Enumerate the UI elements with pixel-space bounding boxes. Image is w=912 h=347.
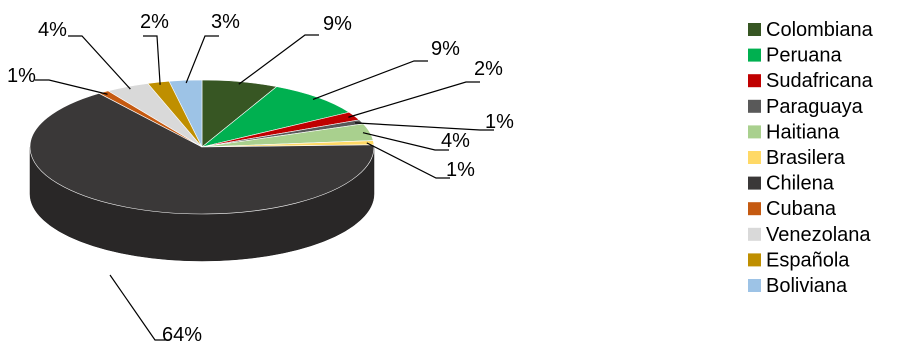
data-label-espanola: 2%: [140, 11, 169, 33]
data-label-colombiana: 9%: [323, 13, 352, 35]
legend-swatch-brasilera: [748, 151, 761, 164]
data-label-brasilera: 1%: [446, 159, 475, 181]
data-label-haitiana: 4%: [441, 130, 470, 152]
legend-label-peruana: Peruana: [766, 45, 842, 67]
pie-slice-boliviana: [168, 79, 203, 148]
legend-swatch-chilena: [748, 176, 761, 190]
legend-swatch-espanola: [748, 253, 761, 267]
leader-line-paraguaya: [355, 122, 494, 131]
legend-label-sudafricana: Sudafricana: [766, 70, 874, 92]
legend-label-cubana: Cubana: [766, 198, 837, 220]
legend-swatch-boliviana: [748, 279, 761, 292]
legend-label-espanola: Española: [766, 249, 850, 271]
legend-label-brasilera: Brasilera: [766, 147, 846, 169]
pie-slice-chilena: [29, 92, 375, 215]
leader-line-cubana: [35, 79, 108, 95]
leader-line-brasilera: [366, 142, 450, 179]
legend-label-colombiana: Colombiana: [766, 19, 874, 41]
legend-swatch-paraguaya: [748, 99, 761, 113]
leader-line-sudafricana: [348, 81, 480, 118]
data-labels: 9% 9% 2% 1% 4% 1% 64% 1% 4% 2% 3%: [7, 11, 514, 346]
leader-line-haitiana: [362, 132, 449, 151]
leader-line-boliviana: [185, 35, 219, 84]
data-label-chilena: 64%: [162, 324, 202, 346]
leader-line-colombiana: [238, 34, 319, 85]
data-label-sudafricana: 2%: [474, 58, 503, 80]
legend-label-boliviana: Boliviana: [766, 275, 848, 297]
leader-line-chilena: [109, 274, 169, 341]
legend-swatch-venezolana: [748, 227, 761, 241]
legend-label-haitiana: Haitiana: [766, 121, 840, 143]
legend-swatch-colombiana: [748, 23, 761, 36]
leader-line-peruana: [312, 60, 428, 100]
legend-swatch-haitiana: [748, 125, 761, 139]
data-label-cubana: 1%: [7, 65, 36, 87]
legend-swatch-peruana: [748, 48, 761, 62]
data-label-boliviana: 3%: [211, 11, 240, 33]
legend-label-paraguaya: Paraguaya: [766, 96, 864, 118]
legend-label-chilena: Chilena: [766, 173, 835, 195]
leader-line-venezolana: [68, 35, 131, 90]
legend: Colombiana Peruana Sudafricana Paraguaya Hai…: [748, 19, 874, 297]
data-label-paraguaya: 1%: [485, 111, 514, 133]
legend-swatch-cubana: [748, 202, 761, 216]
legend-swatch-sudafricana: [748, 74, 761, 88]
legend-label-venezolana: Venezolana: [766, 224, 871, 246]
data-label-venezolana: 4%: [38, 19, 67, 41]
pie-layer: [29, 79, 375, 262]
leader-line-espanola: [143, 35, 161, 85]
data-label-peruana: 9%: [431, 38, 460, 60]
